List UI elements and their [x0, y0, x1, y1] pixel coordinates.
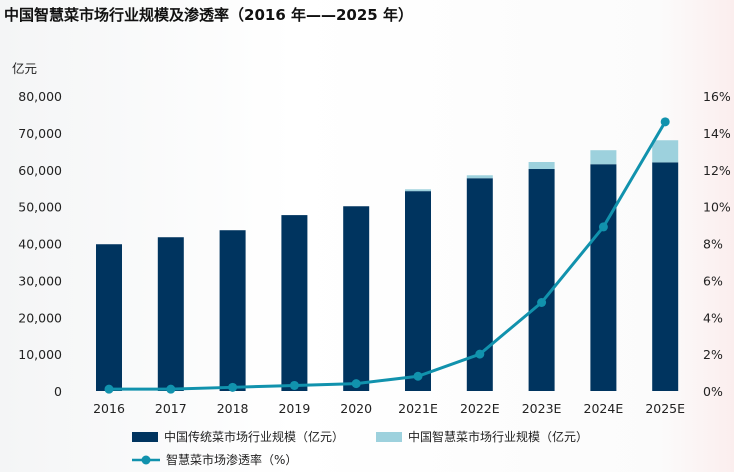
penetration-point	[104, 384, 114, 394]
y-tick-label: 20,000	[18, 310, 62, 325]
y-tick-label: 10,000	[18, 347, 62, 362]
x-tick-label: 2019	[278, 401, 310, 416]
bar-traditional	[96, 244, 122, 391]
x-tick-label: 2024E	[584, 401, 624, 416]
y2-tick-label: 8%	[703, 237, 723, 252]
bar-traditional	[652, 162, 679, 391]
penetration-point	[351, 379, 361, 389]
legend-swatch-traditional	[132, 431, 158, 442]
bar-smart	[652, 140, 679, 163]
legend-label-traditional: 中国传统菜市场行业规模（亿元）	[164, 430, 345, 444]
bar-smart	[528, 162, 555, 170]
x-tick-label: 2018	[217, 401, 249, 416]
bar-smart	[590, 150, 617, 165]
y-tick-label: 40,000	[18, 237, 62, 252]
penetration-point	[166, 384, 176, 394]
y-tick-label: 70,000	[18, 126, 62, 141]
y2-tick-label: 12%	[703, 163, 731, 178]
bar-traditional	[466, 178, 493, 391]
y2-tick-label: 2%	[703, 347, 723, 362]
y2-tick-label: 10%	[703, 200, 731, 215]
bar-traditional	[405, 191, 431, 391]
chart-title: 中国智慧菜市场行业规模及渗透率（2016 年——2025 年）	[4, 6, 413, 24]
penetration-point	[228, 382, 238, 392]
y2-tick-label: 6%	[703, 273, 723, 288]
bar-traditional	[157, 237, 184, 391]
bar-traditional	[219, 230, 246, 391]
bar-traditional	[590, 164, 617, 391]
y2-tick-label: 14%	[703, 126, 731, 141]
penetration-point	[537, 298, 547, 307]
bar-smart	[466, 175, 493, 179]
bar-traditional	[281, 215, 308, 391]
x-tick-label: 2023E	[522, 401, 562, 416]
legend-penetration: 智慧菜市场渗透率（%）	[132, 451, 297, 468]
legend-swatch-smart	[376, 431, 402, 442]
x-tick-label: 2022E	[460, 401, 500, 416]
legend-smart: 中国智慧菜市场行业规模（亿元）	[376, 428, 588, 445]
penetration-point	[475, 349, 485, 359]
x-tick-label: 2025E	[645, 401, 685, 416]
x-tick-label: 2017	[155, 401, 187, 416]
penetration-point	[413, 371, 423, 381]
bar-traditional	[528, 169, 555, 391]
x-tick-label: 2020	[340, 401, 372, 416]
penetration-point	[289, 380, 299, 390]
y2-tick-label: 16%	[703, 89, 731, 104]
y-tick-label: 50,000	[18, 200, 62, 215]
penetration-point	[598, 222, 608, 232]
x-tick-label: 2021E	[398, 401, 438, 416]
legend-traditional: 中国传统菜市场行业规模（亿元）	[132, 428, 344, 445]
y-tick-label: 80,000	[18, 89, 62, 104]
y-tick-label: 0	[54, 384, 62, 399]
penetration-line	[109, 121, 667, 391]
legend-line-marker-icon	[132, 455, 160, 464]
penetration-point	[660, 117, 670, 127]
y2-tick-label: 4%	[703, 310, 723, 325]
bar-smart	[405, 189, 431, 192]
x-tick-label: 2016	[93, 401, 125, 416]
legend-label-smart: 中国智慧菜市场行业规模（亿元）	[408, 430, 589, 444]
y-tick-label: 60,000	[18, 163, 62, 178]
y-axis-label: 亿元	[12, 61, 37, 76]
y-tick-label: 30,000	[18, 273, 62, 288]
bar-traditional	[343, 206, 370, 391]
y2-tick-label: 0%	[703, 384, 723, 399]
legend-label-penetration: 智慧菜市场渗透率（%）	[166, 453, 298, 467]
